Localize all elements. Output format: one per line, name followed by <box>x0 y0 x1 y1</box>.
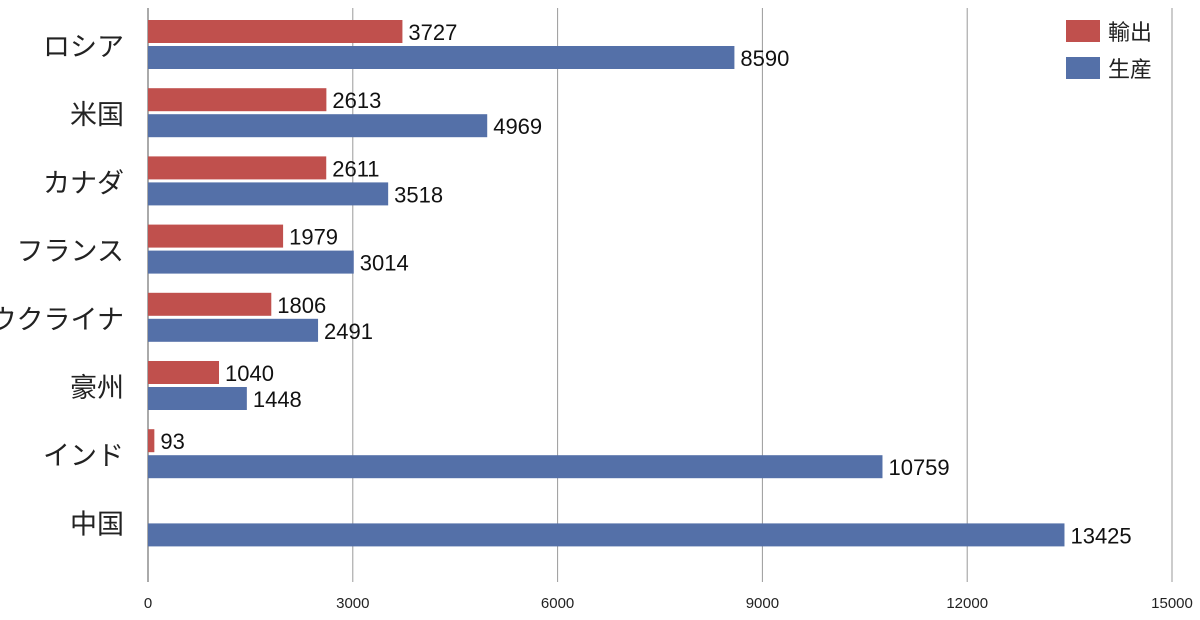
value-label: 93 <box>160 429 184 454</box>
legend-label-production: 生産 <box>1108 58 1152 83</box>
x-tick-label: 9000 <box>746 595 779 612</box>
bar-export <box>148 156 327 180</box>
value-label: 3014 <box>360 251 409 276</box>
bar-production <box>148 182 389 206</box>
value-label: 13425 <box>1070 523 1131 548</box>
value-label: 10759 <box>888 455 949 480</box>
bar-export <box>148 361 219 384</box>
value-label: 1040 <box>225 361 274 386</box>
bar-production <box>148 46 735 69</box>
legend-label-export: 輸出 <box>1108 21 1152 46</box>
value-label: 2491 <box>324 319 373 344</box>
value-label: 3518 <box>394 182 443 207</box>
bar-production <box>148 387 247 410</box>
value-label: 1806 <box>277 293 326 318</box>
x-tick-label: 15000 <box>1151 595 1193 612</box>
category-label: インド <box>43 441 124 472</box>
x-tick-label: 12000 <box>946 595 988 612</box>
bars <box>148 20 1065 547</box>
x-tick-label: 6000 <box>541 595 574 612</box>
x-tick-label: 0 <box>144 595 152 612</box>
bar-export <box>148 224 284 248</box>
category-label: カナダ <box>43 168 124 199</box>
category-label: フランス <box>17 237 124 268</box>
category-label: 米国 <box>70 100 124 131</box>
bar-export <box>148 88 327 112</box>
value-label: 3727 <box>408 20 457 45</box>
legend-swatch-export <box>1066 20 1100 42</box>
x-tick-label: 3000 <box>336 595 369 612</box>
category-label: 豪州 <box>70 373 124 404</box>
grid-lines <box>147 8 1173 582</box>
legend: 輸出 生産 <box>1066 20 1152 83</box>
bar-export <box>148 292 272 316</box>
bar-production <box>148 523 1065 547</box>
value-label: 1448 <box>253 387 302 412</box>
bar-production <box>148 318 319 342</box>
category-label: ウクライナ <box>0 305 124 336</box>
value-label: 1979 <box>289 225 338 250</box>
category-label: 中国 <box>70 509 124 540</box>
bar-production <box>148 114 488 138</box>
legend-swatch-production <box>1066 57 1100 79</box>
value-labels: 3727 8590 2613 4969 2611 3518 1979 3014 18062491… <box>160 20 1131 548</box>
bar-production <box>148 455 883 479</box>
bar-export <box>148 20 403 43</box>
value-label: 2613 <box>332 88 381 113</box>
value-label: 8590 <box>740 46 789 71</box>
bar-export <box>148 429 155 453</box>
category-label: ロシア <box>43 32 124 63</box>
bar-production <box>148 250 354 274</box>
value-label: 4969 <box>493 114 542 139</box>
value-label: 2611 <box>332 156 379 181</box>
x-axis-tick-labels: 0 3000 6000 9000 12000 15000 <box>144 595 1193 612</box>
